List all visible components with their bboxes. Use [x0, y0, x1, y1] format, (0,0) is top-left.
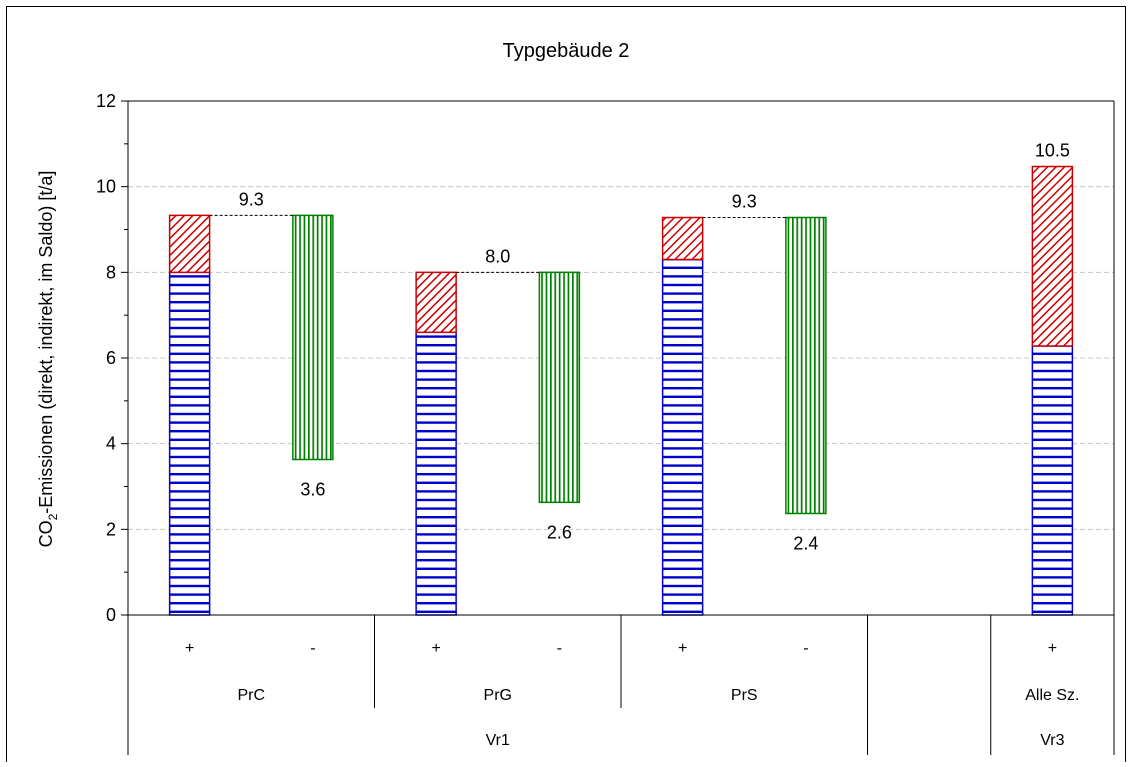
x-level1-label: +	[185, 640, 194, 657]
x-level2-label: PrS	[731, 687, 758, 704]
x-level1-label: +	[1048, 640, 1057, 657]
bar-segment-red	[663, 218, 703, 260]
x-level1-label: -	[803, 640, 808, 657]
bar-segment-blue	[663, 259, 703, 615]
bar-segment-blue	[416, 332, 456, 615]
y-tick-label: 10	[96, 177, 116, 197]
bar-segment-blue	[170, 272, 210, 615]
chart-title: Typgebäude 2	[503, 40, 630, 62]
x-level2-label: Alle Sz.	[1025, 687, 1079, 704]
y-tick-label: 0	[106, 605, 116, 625]
bar-segment-green	[539, 272, 579, 502]
bar-segment-green	[786, 218, 826, 514]
y-tick-label: 2	[106, 519, 116, 539]
x-level1-label: +	[431, 640, 440, 657]
y-tick-label: 12	[96, 91, 116, 111]
y-axis-title-rest: -Emissionen (direkt, indirekt, im Saldo)…	[36, 171, 56, 514]
data-label: 2.6	[547, 522, 572, 542]
x-level1-label: -	[310, 640, 315, 657]
y-tick-label: 6	[106, 348, 116, 368]
x-level3-label: Vr3	[1040, 732, 1064, 749]
bar-segment-green	[293, 215, 333, 459]
x-level1-label: +	[678, 640, 687, 657]
data-label: 2.4	[793, 533, 818, 553]
bar-segment-blue	[1032, 346, 1072, 615]
data-label: 9.3	[732, 192, 757, 212]
x-level3-label: Vr1	[486, 732, 510, 749]
bar-segment-red	[416, 272, 456, 332]
bar-segment-red	[170, 215, 210, 272]
y-tick-label: 8	[106, 262, 116, 282]
y-axis-title-main: CO	[36, 520, 56, 547]
data-label: 10.5	[1035, 141, 1070, 161]
x-level2-label: PrG	[484, 687, 512, 704]
x-level2-label: PrC	[237, 687, 265, 704]
bar-segment-red	[1032, 167, 1072, 346]
data-label: 8.0	[485, 246, 510, 266]
data-label: 9.3	[239, 189, 264, 209]
y-tick-label: 4	[106, 434, 116, 454]
data-label: 3.6	[300, 480, 325, 500]
x-level1-label: -	[557, 640, 562, 657]
